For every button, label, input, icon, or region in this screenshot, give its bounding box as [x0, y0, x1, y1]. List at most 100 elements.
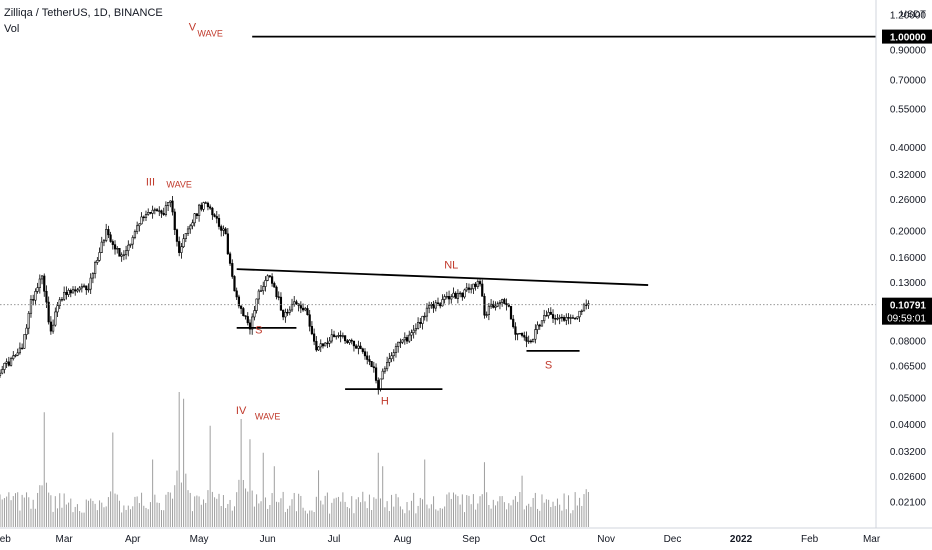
candle — [140, 212, 143, 225]
volume-bar — [324, 495, 326, 527]
candle — [282, 309, 285, 321]
candle-body — [390, 355, 393, 360]
volume-bar — [539, 510, 541, 527]
candle — [399, 338, 402, 348]
candle — [359, 342, 362, 350]
candle-body — [262, 286, 265, 292]
volume-bar — [112, 432, 114, 527]
candle — [470, 284, 473, 294]
candle — [503, 297, 506, 304]
volume-bar — [337, 496, 339, 527]
candle-body — [474, 283, 477, 287]
candle-body — [248, 322, 252, 330]
candle — [392, 349, 395, 362]
candle-body — [576, 316, 579, 319]
candle — [456, 289, 460, 304]
volume-bar — [461, 494, 463, 527]
volume-bar — [353, 513, 355, 527]
volume-bar — [147, 509, 149, 527]
candle — [23, 334, 26, 349]
volume-bar — [225, 508, 227, 527]
candle-body — [377, 380, 380, 390]
candle-body — [78, 287, 81, 291]
candle-body — [96, 260, 99, 263]
candle — [487, 302, 490, 321]
candle — [330, 329, 333, 344]
candle — [56, 301, 59, 318]
candle — [383, 366, 387, 374]
volume-bar — [256, 494, 258, 527]
volume-bar — [251, 490, 253, 527]
candle-body — [503, 299, 506, 304]
volume-bar — [565, 509, 567, 527]
volume-bar — [486, 492, 488, 527]
candle-body — [211, 207, 214, 216]
candle-body — [286, 311, 289, 314]
candle — [160, 209, 163, 218]
volume-bar — [433, 496, 435, 527]
candle — [120, 252, 123, 262]
candle-body — [447, 296, 451, 300]
candle — [251, 313, 254, 335]
volume-bar — [28, 497, 30, 527]
candle-body — [509, 306, 513, 320]
candle-body — [489, 303, 493, 307]
candle-body — [29, 299, 33, 314]
volume-bar — [315, 496, 317, 527]
candle — [206, 201, 210, 211]
volume-bar — [391, 494, 393, 527]
volume-bar — [41, 485, 43, 527]
volume-bar — [10, 500, 12, 527]
candle — [551, 309, 555, 324]
annotation-label: H — [381, 396, 389, 408]
volume-bar — [194, 496, 196, 527]
volume-bar — [585, 489, 587, 527]
candle-body — [213, 214, 216, 217]
candle-body — [441, 299, 444, 307]
volume-bar — [176, 470, 178, 527]
volume-bar — [245, 488, 247, 527]
volume-bar — [189, 492, 191, 527]
volume-bar — [446, 494, 448, 527]
candle-body — [51, 324, 55, 332]
candle-body — [288, 309, 291, 313]
volume-bar — [154, 494, 156, 527]
candle-body — [111, 241, 114, 245]
candle — [78, 286, 81, 293]
candle-body — [436, 302, 440, 305]
volume-bar — [426, 504, 428, 527]
candle-body — [492, 303, 495, 308]
candle — [85, 285, 88, 295]
candle — [193, 213, 196, 227]
candle-body — [403, 337, 406, 341]
volume-bar — [298, 493, 300, 527]
volume-bar — [17, 492, 19, 527]
candle-body — [299, 305, 302, 309]
candle-body — [47, 301, 50, 323]
candle-body — [370, 361, 373, 368]
volume-bar — [514, 496, 516, 527]
candle — [534, 324, 537, 344]
candle-body — [379, 378, 382, 390]
candle-body — [361, 348, 364, 352]
volume-bar — [233, 506, 235, 527]
candle — [235, 287, 238, 300]
time-tick-label: Aug — [394, 534, 412, 545]
volume-bar — [552, 501, 554, 527]
volume-bar — [364, 501, 366, 527]
candle-body — [220, 226, 223, 231]
candle — [98, 247, 101, 262]
volume-bar — [23, 497, 25, 527]
candle-body — [520, 332, 524, 336]
volume-bar — [0, 494, 1, 527]
candle-body — [465, 287, 468, 291]
candle — [501, 298, 504, 307]
candle — [36, 282, 39, 294]
volume-bar — [178, 392, 180, 527]
price-axis-bg — [876, 0, 932, 550]
volume-bar — [247, 491, 249, 527]
volume-bar — [537, 508, 539, 527]
candle — [25, 324, 28, 340]
volume-bar — [54, 496, 56, 527]
